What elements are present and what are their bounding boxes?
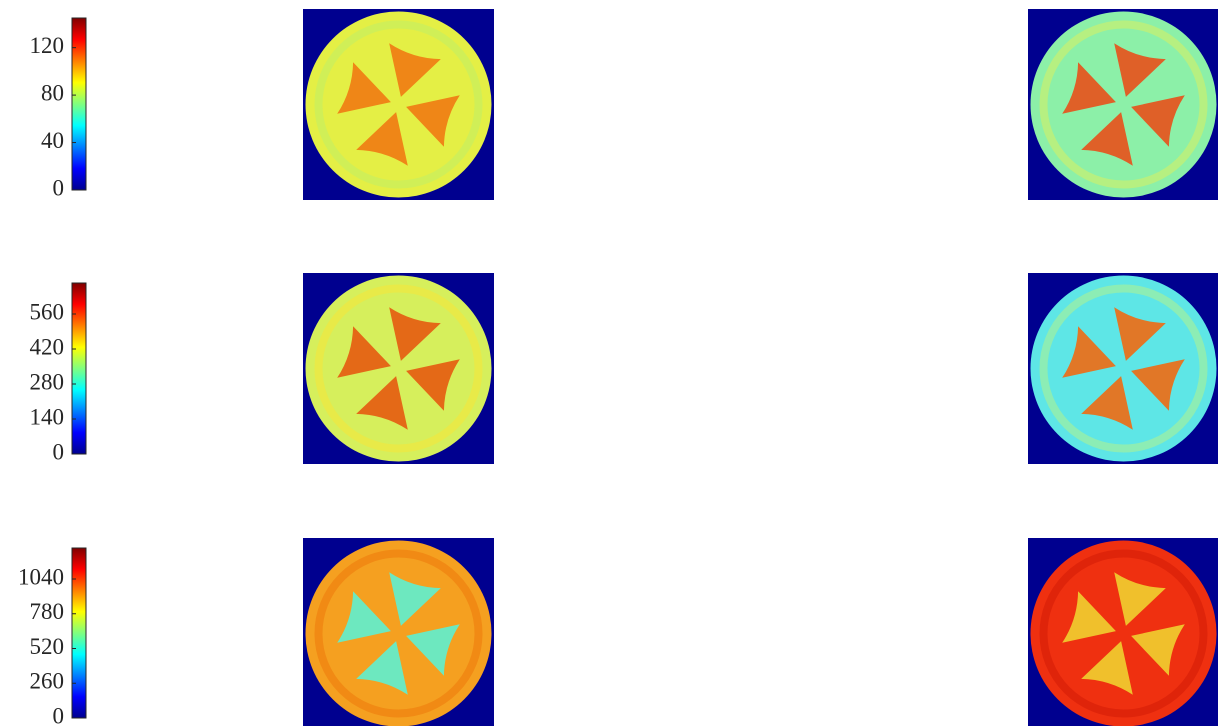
image-panel <box>1028 538 1218 726</box>
locule <box>1081 641 1133 695</box>
tick-label: 0 <box>53 439 65 464</box>
image-panel <box>1028 273 1218 464</box>
locule <box>1131 624 1185 676</box>
tick-label: 40 <box>41 128 64 153</box>
locule <box>406 359 460 411</box>
locule <box>1114 572 1166 626</box>
locule <box>337 62 391 114</box>
tick-label: 80 <box>41 80 64 105</box>
slice-ring <box>314 284 483 453</box>
image-panel <box>303 9 494 200</box>
colorbar <box>71 17 87 191</box>
image-panel <box>1028 9 1218 200</box>
locule <box>1114 43 1166 97</box>
tick-label: 780 <box>30 599 65 624</box>
tick-label: 420 <box>30 334 65 359</box>
locule <box>356 376 408 430</box>
locule <box>406 624 460 676</box>
locule <box>1131 359 1185 411</box>
slice <box>305 275 492 462</box>
slice-ring <box>1039 284 1208 453</box>
slice <box>1030 275 1217 462</box>
tick-label: 560 <box>30 299 65 324</box>
tick-label: 280 <box>30 369 65 394</box>
tick-label: 0 <box>53 175 65 200</box>
locule <box>1131 95 1185 147</box>
colorbar <box>71 282 87 455</box>
slice <box>1030 540 1217 726</box>
locule <box>1114 307 1166 361</box>
locule <box>389 43 441 97</box>
locule <box>337 326 391 378</box>
locule <box>356 112 408 166</box>
slice-ring <box>1039 549 1208 718</box>
image-panel <box>303 273 494 464</box>
slice-ring <box>314 20 483 189</box>
tick-label: 0 <box>53 703 65 726</box>
tick-label: 1040 <box>18 564 64 589</box>
locule <box>1062 62 1116 114</box>
image-panel <box>303 538 494 726</box>
locule <box>1081 376 1133 430</box>
locule <box>1062 326 1116 378</box>
locule <box>1062 591 1116 643</box>
slice <box>1030 11 1217 198</box>
slice <box>305 540 492 726</box>
tick-label: 260 <box>30 669 65 694</box>
slice-ring <box>314 549 483 718</box>
locule <box>389 307 441 361</box>
locule <box>389 572 441 626</box>
locule <box>1081 112 1133 166</box>
tick-label: 520 <box>30 634 65 659</box>
slice <box>305 11 492 198</box>
tick-label: 120 <box>30 33 65 58</box>
slice-ring <box>1039 20 1208 189</box>
locule <box>356 641 408 695</box>
tick-label: 140 <box>30 404 65 429</box>
locule <box>337 591 391 643</box>
colorbar <box>71 547 87 719</box>
locule <box>406 95 460 147</box>
